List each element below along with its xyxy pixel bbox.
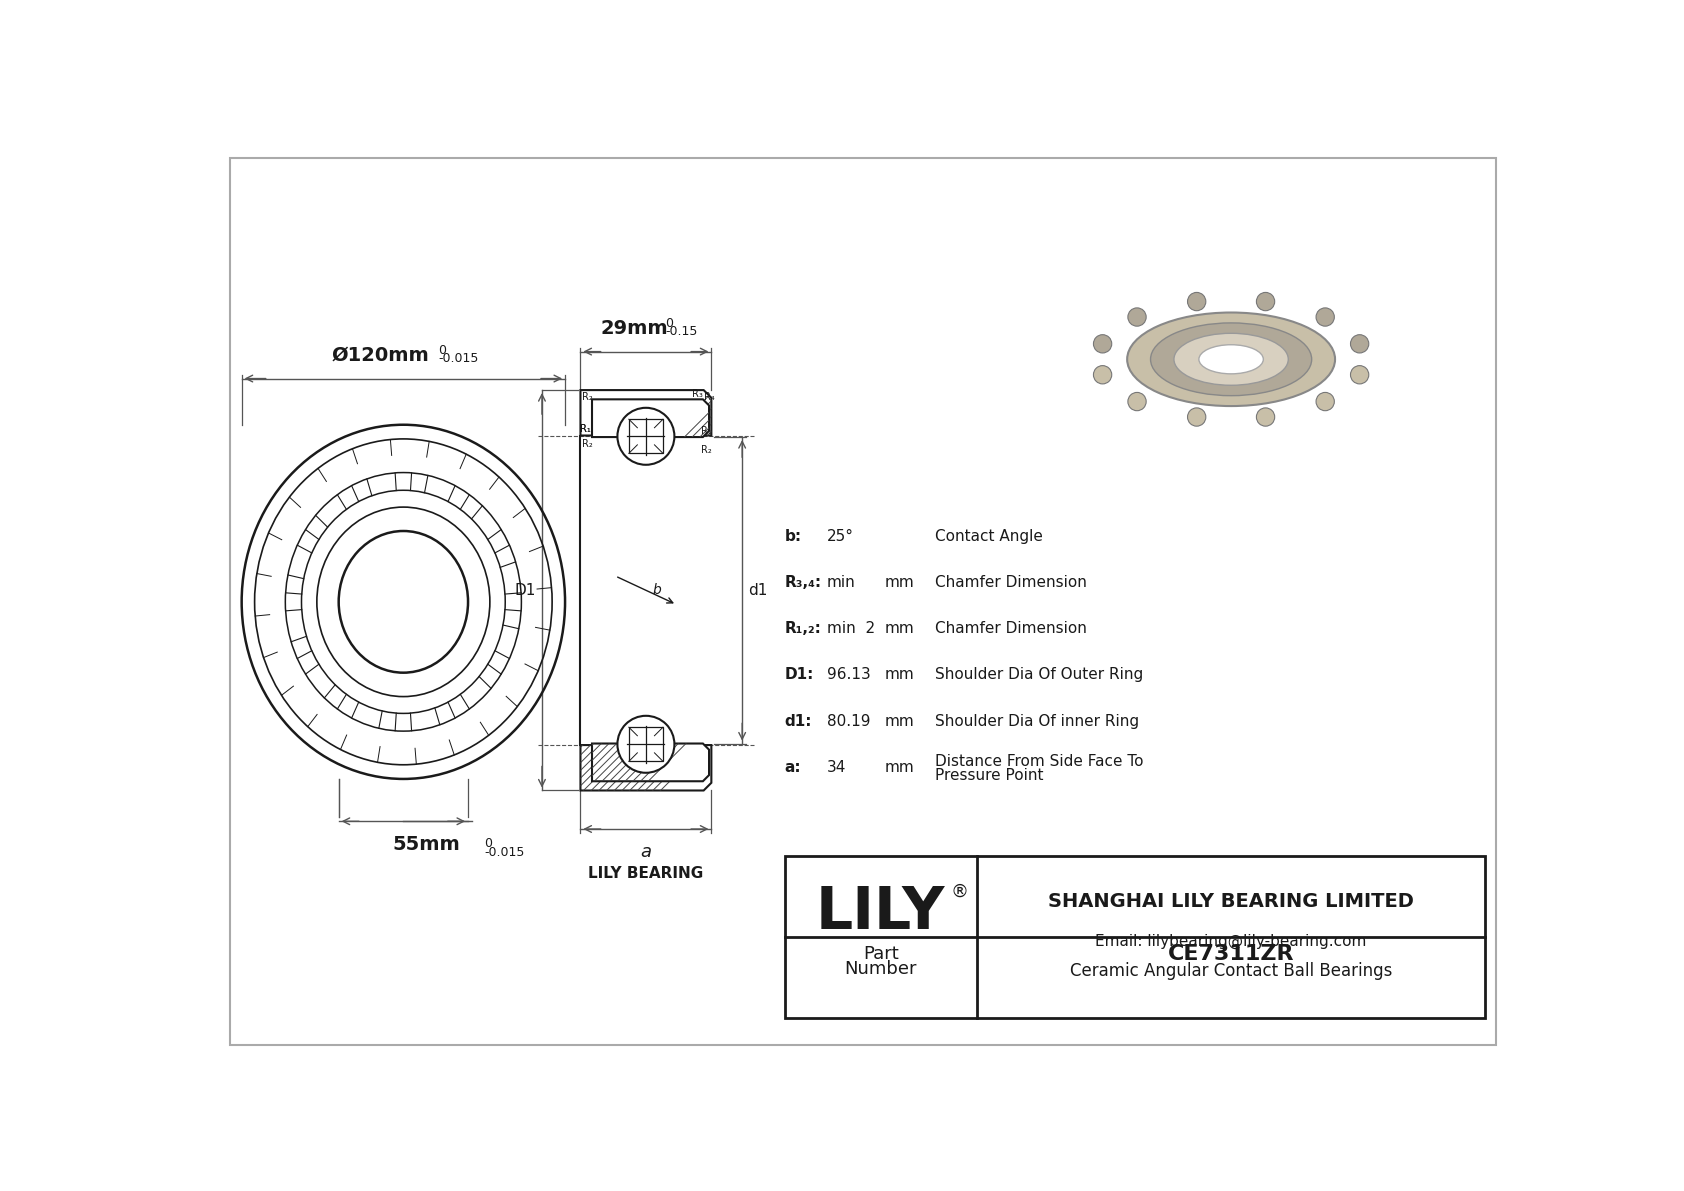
Text: 96.13: 96.13 xyxy=(827,667,871,682)
Text: b:: b: xyxy=(785,529,802,544)
Text: Part: Part xyxy=(862,944,899,962)
Text: Distance From Side Face To: Distance From Side Face To xyxy=(935,754,1143,768)
Text: R₁: R₁ xyxy=(701,425,712,436)
Text: -0.015: -0.015 xyxy=(438,351,478,364)
Text: Ceramic Angular Contact Ball Bearings: Ceramic Angular Contact Ball Bearings xyxy=(1069,961,1393,980)
Text: mm: mm xyxy=(884,760,914,775)
Text: a:: a: xyxy=(785,760,802,775)
Text: mm: mm xyxy=(884,575,914,590)
Circle shape xyxy=(1093,366,1111,384)
Text: min: min xyxy=(827,575,855,590)
Text: a: a xyxy=(640,843,652,861)
Text: Chamfer Dimension: Chamfer Dimension xyxy=(935,622,1086,636)
Text: R₄: R₄ xyxy=(704,392,714,401)
Text: ®: ® xyxy=(950,883,968,900)
Polygon shape xyxy=(593,399,709,437)
Circle shape xyxy=(1317,392,1334,411)
Circle shape xyxy=(618,407,674,464)
Circle shape xyxy=(1351,366,1369,384)
Text: Number: Number xyxy=(844,960,918,978)
Text: mm: mm xyxy=(884,667,914,682)
Text: R₂: R₂ xyxy=(583,439,593,449)
Text: 25°: 25° xyxy=(827,529,854,544)
Text: d1: d1 xyxy=(748,582,768,598)
Circle shape xyxy=(618,716,674,773)
Text: -0.015: -0.015 xyxy=(485,846,525,859)
Text: D1: D1 xyxy=(514,582,536,598)
Circle shape xyxy=(1256,293,1275,311)
Text: min  2: min 2 xyxy=(827,622,876,636)
Text: Email: lilybearing@lily-bearing.com: Email: lilybearing@lily-bearing.com xyxy=(1095,934,1367,949)
Bar xyxy=(785,856,1485,1017)
Text: R₁: R₁ xyxy=(579,424,591,434)
Text: R₃,₄:: R₃,₄: xyxy=(785,575,822,590)
Circle shape xyxy=(1187,407,1206,426)
Text: 55mm: 55mm xyxy=(392,835,460,854)
Text: SHANGHAI LILY BEARING LIMITED: SHANGHAI LILY BEARING LIMITED xyxy=(1047,892,1415,911)
Text: 34: 34 xyxy=(827,760,847,775)
Text: CE7311ZR: CE7311ZR xyxy=(1169,943,1295,964)
Circle shape xyxy=(1351,335,1369,353)
Text: -0.15: -0.15 xyxy=(665,325,697,338)
Text: R₃: R₃ xyxy=(692,388,702,399)
Polygon shape xyxy=(581,391,711,436)
Text: R₁,₂:: R₁,₂: xyxy=(785,622,822,636)
Text: 0: 0 xyxy=(665,317,674,330)
Text: R₂: R₂ xyxy=(701,444,712,455)
Text: Pressure Point: Pressure Point xyxy=(935,767,1042,782)
Text: mm: mm xyxy=(884,622,914,636)
Circle shape xyxy=(1256,407,1275,426)
Circle shape xyxy=(1128,308,1147,326)
Circle shape xyxy=(1187,293,1206,311)
Text: Ø120mm: Ø120mm xyxy=(332,345,429,364)
Text: d1:: d1: xyxy=(785,713,812,729)
Text: b: b xyxy=(652,584,660,597)
Text: LILY: LILY xyxy=(817,884,945,941)
Text: D1:: D1: xyxy=(785,667,813,682)
Circle shape xyxy=(1128,392,1147,411)
Ellipse shape xyxy=(1150,323,1312,395)
Text: 80.19: 80.19 xyxy=(827,713,871,729)
Text: R₁: R₁ xyxy=(579,424,591,434)
Ellipse shape xyxy=(1127,312,1335,406)
Text: Contact Angle: Contact Angle xyxy=(935,529,1042,544)
Polygon shape xyxy=(593,743,709,781)
Text: Shoulder Dia Of Outer Ring: Shoulder Dia Of Outer Ring xyxy=(935,667,1143,682)
Polygon shape xyxy=(581,746,711,791)
Text: 0: 0 xyxy=(485,837,492,849)
Bar xyxy=(628,728,663,761)
Text: 29mm: 29mm xyxy=(601,319,669,338)
Text: 0: 0 xyxy=(438,344,446,357)
Ellipse shape xyxy=(1199,344,1263,374)
Text: LILY BEARING: LILY BEARING xyxy=(588,866,704,881)
Text: Chamfer Dimension: Chamfer Dimension xyxy=(935,575,1086,590)
Text: R₂: R₂ xyxy=(583,392,593,401)
Circle shape xyxy=(1317,308,1334,326)
Bar xyxy=(628,419,663,454)
Ellipse shape xyxy=(1174,333,1288,385)
Text: mm: mm xyxy=(884,713,914,729)
Circle shape xyxy=(1093,335,1111,353)
Text: Shoulder Dia Of inner Ring: Shoulder Dia Of inner Ring xyxy=(935,713,1138,729)
